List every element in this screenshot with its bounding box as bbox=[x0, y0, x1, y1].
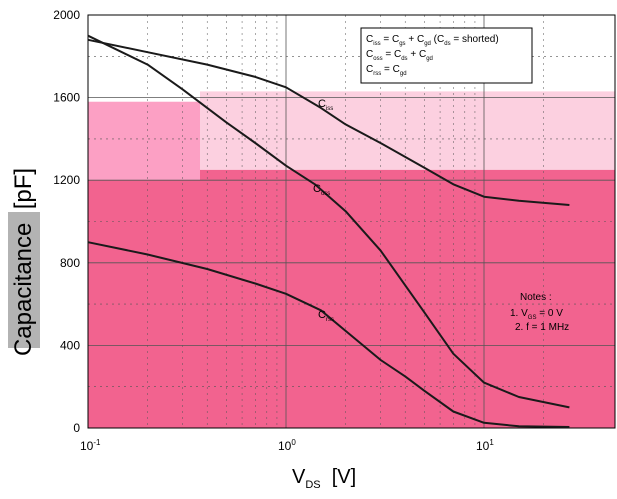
formula-line: Crss = Cgd bbox=[366, 64, 407, 77]
y-axis-label: Capacitance [pF] bbox=[10, 168, 38, 356]
notes: Notes : 1. VGS = 0 V 2. f = 1 MHz bbox=[510, 292, 569, 333]
curve-labels: Ciss Coss Crss bbox=[313, 98, 334, 323]
band-pale-right bbox=[200, 91, 615, 170]
band-pink-left bbox=[88, 101, 200, 181]
plot-frame bbox=[87, 14, 616, 429]
series-crss-label: Crss bbox=[318, 309, 334, 323]
formula-line: Coss = Cds + Cgd bbox=[366, 49, 433, 62]
band-hot-strip bbox=[200, 169, 615, 181]
notes-item-1: 1. VGS = 0 V bbox=[510, 308, 563, 321]
y-tick-label: 800 bbox=[60, 256, 80, 270]
y-axis-label-main: Capacitance bbox=[10, 222, 37, 357]
x-tick-label: 10-1 bbox=[80, 438, 101, 453]
y-tick-label: 1600 bbox=[53, 91, 80, 105]
formula-box: Ciss = Cgs + Cgd (Cds = shorted) Coss = C… bbox=[360, 27, 533, 84]
y-tick-label: 2000 bbox=[53, 8, 80, 22]
x-axis-label-unit: [V] bbox=[331, 466, 357, 488]
curves bbox=[87, 34, 570, 428]
formula-lines: Ciss = Cgs + Cgd (Cds = shorted) Coss = C… bbox=[366, 34, 499, 77]
x-tick-label: 101 bbox=[476, 438, 494, 453]
formula-line: Ciss = Cgs + Cgd (Cds = shorted) bbox=[366, 34, 499, 47]
series-coss-label: Coss bbox=[313, 183, 330, 197]
x-tick-label: 100 bbox=[278, 438, 296, 453]
series-ciss-label: Ciss bbox=[318, 98, 333, 112]
y-axis-label-background bbox=[8, 212, 40, 348]
y-tick-label: 1200 bbox=[53, 173, 80, 187]
x-axis-label: VDS [V] bbox=[292, 466, 356, 491]
x-tick-labels: 10-1 100 101 bbox=[80, 438, 494, 453]
series-ciss-line bbox=[87, 38, 570, 206]
y-tick-label: 0 bbox=[73, 421, 80, 435]
x-axis-label-main: V bbox=[292, 466, 306, 488]
series-crss-line bbox=[87, 241, 570, 428]
y-axis-label-unit: [pF] bbox=[10, 167, 37, 210]
formula-box-frame bbox=[360, 27, 533, 84]
notes-item-2: 2. f = 1 MHz bbox=[515, 322, 569, 333]
x-axis-label-sub: DS bbox=[305, 479, 321, 491]
y-tick-labels: 0 400 800 1200 1600 2000 bbox=[53, 8, 80, 435]
notes-title: Notes : bbox=[520, 292, 552, 303]
series-coss-line bbox=[87, 34, 570, 409]
y-tick-label: 400 bbox=[60, 338, 80, 352]
